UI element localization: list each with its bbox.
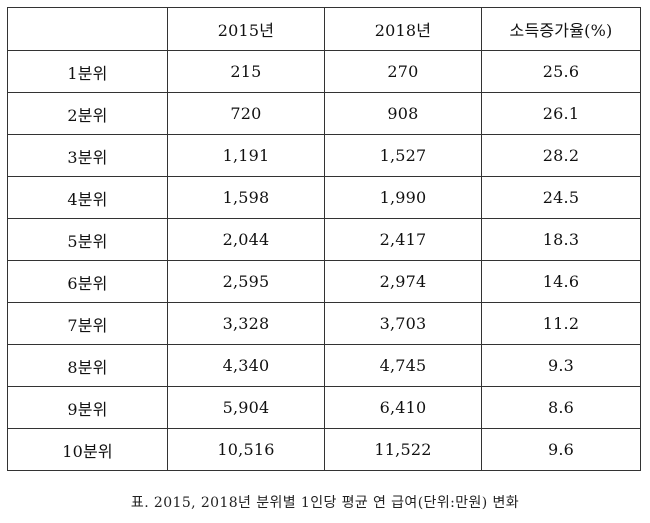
table-row: 8분위 4,340 4,745 9.3 bbox=[7, 344, 641, 387]
quintile-label-cell: 2분위 bbox=[7, 92, 168, 135]
growth-rate-cell: 14.6 bbox=[481, 260, 641, 303]
quintile-label-cell: 9분위 bbox=[7, 386, 168, 429]
table-row: 3분위 1,191 1,527 28.2 bbox=[7, 134, 641, 177]
header-row: 2015년 2018년 소득증가율(%) bbox=[7, 7, 641, 51]
value-2018-cell: 6,410 bbox=[324, 386, 482, 429]
value-2018-cell: 3,703 bbox=[324, 302, 482, 345]
value-2015-cell: 2,044 bbox=[167, 218, 325, 261]
growth-rate-cell: 9.6 bbox=[481, 428, 641, 471]
growth-rate-cell: 25.6 bbox=[481, 50, 641, 93]
table-row: 4분위 1,598 1,990 24.5 bbox=[7, 176, 641, 219]
value-2018-cell: 1,990 bbox=[324, 176, 482, 219]
value-2015-cell: 5,904 bbox=[167, 386, 325, 429]
quintile-label-cell: 10분위 bbox=[7, 428, 168, 471]
table-row: 2분위 720 908 26.1 bbox=[7, 92, 641, 135]
value-2018-cell: 4,745 bbox=[324, 344, 482, 387]
growth-rate-cell: 18.3 bbox=[481, 218, 641, 261]
value-2015-cell: 1,191 bbox=[167, 134, 325, 177]
income-table: 2015년 2018년 소득증가율(%) 1분위 215 270 25.6 2분위 720… bbox=[7, 7, 641, 471]
table-row: 9분위 5,904 6,410 8.6 bbox=[7, 386, 641, 429]
growth-rate-cell: 9.3 bbox=[481, 344, 641, 387]
growth-rate-cell: 28.2 bbox=[481, 134, 641, 177]
value-2015-cell: 3,328 bbox=[167, 302, 325, 345]
table-row: 1분위 215 270 25.6 bbox=[7, 50, 641, 93]
header-cell-2015: 2015년 bbox=[167, 7, 325, 51]
table-row: 7분위 3,328 3,703 11.2 bbox=[7, 302, 641, 345]
header-cell-growth-rate: 소득증가율(%) bbox=[481, 7, 641, 51]
value-2015-cell: 10,516 bbox=[167, 428, 325, 471]
quintile-label-cell: 7분위 bbox=[7, 302, 168, 345]
value-2015-cell: 215 bbox=[167, 50, 325, 93]
growth-rate-cell: 8.6 bbox=[481, 386, 641, 429]
growth-rate-cell: 11.2 bbox=[481, 302, 641, 345]
quintile-label-cell: 3분위 bbox=[7, 134, 168, 177]
growth-rate-cell: 26.1 bbox=[481, 92, 641, 135]
value-2018-cell: 11,522 bbox=[324, 428, 482, 471]
table-body: 1분위 215 270 25.6 2분위 720 908 26.1 3분위 1,191 1,527 2… bbox=[7, 50, 641, 471]
table-row: 10분위 10,516 11,522 9.6 bbox=[7, 428, 641, 471]
quintile-label-cell: 8분위 bbox=[7, 344, 168, 387]
table-row: 5분위 2,044 2,417 18.3 bbox=[7, 218, 641, 261]
value-2015-cell: 2,595 bbox=[167, 260, 325, 303]
header-cell-2018: 2018년 bbox=[324, 7, 482, 51]
quintile-label-cell: 1분위 bbox=[7, 50, 168, 93]
table-caption: 표. 2015, 2018년 분위별 1인당 평균 연 급여(단위:만원) 변화 bbox=[130, 495, 520, 511]
value-2015-cell: 1,598 bbox=[167, 176, 325, 219]
value-2015-cell: 720 bbox=[167, 92, 325, 135]
header-cell-empty bbox=[7, 7, 168, 51]
value-2018-cell: 2,417 bbox=[324, 218, 482, 261]
value-2018-cell: 1,527 bbox=[324, 134, 482, 177]
value-2018-cell: 908 bbox=[324, 92, 482, 135]
value-2018-cell: 270 bbox=[324, 50, 482, 93]
value-2018-cell: 2,974 bbox=[324, 260, 482, 303]
table-row: 6분위 2,595 2,974 14.6 bbox=[7, 260, 641, 303]
table-header: 2015년 2018년 소득증가율(%) bbox=[7, 7, 641, 51]
growth-rate-cell: 24.5 bbox=[481, 176, 641, 219]
quintile-label-cell: 4분위 bbox=[7, 176, 168, 219]
value-2015-cell: 4,340 bbox=[167, 344, 325, 387]
quintile-label-cell: 5분위 bbox=[7, 218, 168, 261]
quintile-label-cell: 6분위 bbox=[7, 260, 168, 303]
